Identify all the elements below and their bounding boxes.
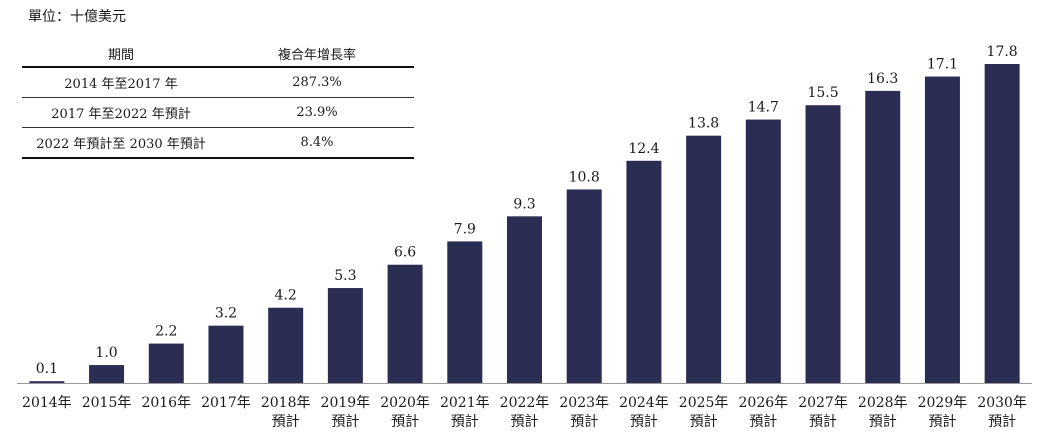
cagr-rate: 8.4% [220, 127, 414, 159]
x-tick-label: 預計 [988, 414, 1016, 430]
data-label: 6.6 [394, 245, 416, 261]
cagr-rate: 287.3% [220, 67, 414, 98]
data-label: 14.7 [748, 100, 779, 116]
x-tick-label: 2016年 [141, 395, 191, 411]
data-label: 2.2 [155, 324, 177, 340]
bar [626, 160, 662, 383]
x-tick-label: 預計 [511, 414, 539, 430]
x-tick-label: 2015年 [82, 395, 132, 411]
cagr-header-rate: 複合年增長率 [220, 40, 414, 68]
data-label: 15.5 [807, 85, 838, 101]
x-tick-label: 預計 [690, 414, 718, 430]
x-tick-label: 2022年 [500, 395, 550, 411]
bar [507, 216, 542, 383]
x-tick-label: 2021年 [440, 395, 490, 411]
x-tick-label: 2026年 [739, 395, 789, 411]
unit-label: 單位：十億美元 [28, 9, 126, 25]
cagr-rate: 23.9% [220, 97, 414, 128]
data-label: 9.3 [513, 196, 535, 212]
x-tick-label: 預計 [272, 414, 300, 430]
bar [686, 135, 722, 383]
x-tick-label: 預計 [630, 414, 658, 430]
bar [924, 76, 960, 383]
x-tick-label: 2014年 [22, 395, 72, 411]
x-tick-label: 預計 [869, 414, 897, 430]
x-tick-label: 預計 [451, 414, 479, 430]
x-tick-label: 2024年 [619, 395, 669, 411]
x-tick-label: 2029年 [918, 395, 968, 411]
cagr-row: 2017 年至2022 年預計 23.9% [22, 97, 414, 128]
x-tick-label: 2025年 [679, 395, 729, 411]
cagr-table: 期間 複合年增長率 2014 年至2017 年 287.3% 2017 年至20… [22, 40, 414, 159]
cagr-row: 2014 年至2017 年 287.3% [22, 67, 414, 98]
data-label: 10.8 [569, 169, 600, 185]
data-label: 12.4 [628, 141, 659, 157]
cagr-period: 2014 年至2017 年 [22, 67, 220, 98]
cagr-period: 2017 年至2022 年預計 [22, 97, 220, 128]
data-label: 13.8 [688, 116, 719, 132]
bar [268, 307, 304, 383]
x-tick-label: 2023年 [559, 395, 609, 411]
data-label: 17.1 [927, 57, 958, 73]
x-tick-label: 預計 [570, 414, 598, 430]
cagr-period: 2022 年預計至 2030 年預計 [22, 127, 220, 159]
x-tick-label: 2017年 [201, 395, 251, 411]
data-label: 4.2 [275, 288, 297, 304]
bar [865, 90, 901, 383]
bar [327, 288, 363, 383]
x-tick-label: 2020年 [380, 395, 430, 411]
data-label: 3.2 [215, 306, 237, 322]
x-tick-label: 2028年 [858, 395, 908, 411]
data-label: 16.3 [867, 71, 898, 87]
data-label: 7.9 [454, 221, 476, 237]
x-tick-label: 預計 [928, 414, 956, 430]
bar [805, 105, 841, 383]
bar [745, 119, 781, 383]
cagr-header-row: 期間 複合年增長率 [22, 40, 414, 68]
x-tick-label: 預計 [809, 414, 837, 430]
bar [148, 343, 184, 383]
bar [984, 64, 1020, 383]
x-tick-label: 2019年 [321, 395, 371, 411]
cagr-header-period: 期間 [22, 40, 220, 68]
x-tick-label: 預計 [749, 414, 777, 430]
data-label: 1.0 [95, 345, 117, 361]
x-tick-label: 2030年 [977, 395, 1027, 411]
x-tick-label: 預計 [331, 414, 359, 430]
x-tick-label: 2027年 [798, 395, 848, 411]
bar [208, 325, 244, 383]
bar [89, 365, 125, 383]
bar [447, 241, 483, 383]
x-tick-label: 2018年 [261, 395, 311, 411]
x-tick-label: 預計 [391, 414, 419, 430]
bar [29, 381, 65, 383]
bar [387, 264, 423, 383]
data-label: 5.3 [334, 268, 356, 284]
data-label: 17.8 [987, 44, 1018, 60]
bar [566, 189, 602, 383]
cagr-row: 2022 年預計至 2030 年預計 8.4% [22, 127, 414, 159]
data-label: 0.1 [36, 361, 58, 377]
